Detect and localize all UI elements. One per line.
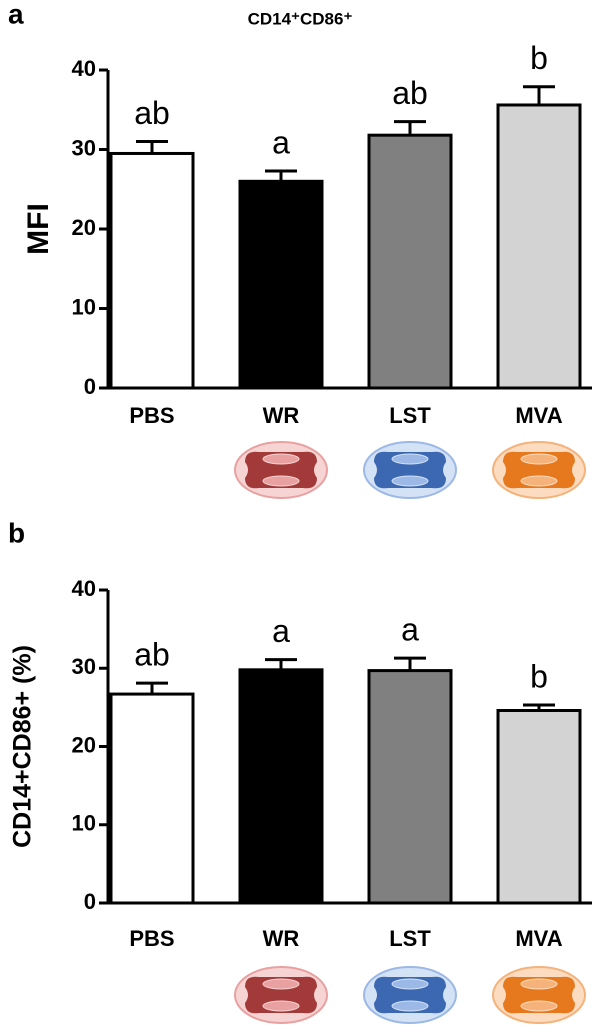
bar [109, 692, 195, 905]
x-tick-label: PBS [129, 403, 174, 428]
y-tick-label: 20 [72, 215, 96, 240]
icon-body [520, 978, 558, 990]
x-tick-label: LST [389, 403, 431, 428]
y-axis-label: MFI [22, 203, 55, 255]
significance-letter: a [272, 124, 290, 160]
x-tick-label: MVA [515, 403, 562, 428]
bar [238, 668, 324, 905]
y-tick-label: 10 [72, 294, 96, 319]
x-tick-label: LST [389, 926, 431, 951]
chart-title: CD14⁺CD86⁺ [248, 9, 353, 28]
bar [367, 669, 453, 905]
bar [367, 133, 453, 390]
significance-letter: ab [134, 637, 170, 673]
icon-core [503, 976, 575, 1014]
y-tick-label: 30 [72, 135, 96, 160]
icon-body [262, 475, 300, 487]
icon-body [520, 1000, 558, 1012]
icon-body [391, 475, 429, 487]
icon-body [391, 978, 429, 990]
significance-letter: ab [134, 95, 170, 131]
icon-body [262, 978, 300, 990]
x-tick-label: WR [263, 926, 300, 951]
significance-letter: a [272, 613, 290, 649]
icon-body [262, 453, 300, 465]
y-axis-label: CD14+CD86+ (%) [9, 645, 37, 848]
icon-body [391, 453, 429, 465]
significance-letter: a [401, 612, 419, 648]
icon-core [245, 451, 317, 489]
x-tick-label: MVA [515, 926, 562, 951]
icon-core [503, 451, 575, 489]
panel-label: a [8, 0, 24, 29]
panel-label: b [8, 517, 25, 548]
icon-core [374, 451, 446, 489]
virus-icon [234, 966, 328, 1024]
y-tick-label: 0 [84, 889, 96, 914]
significance-letter: ab [392, 75, 428, 111]
y-tick-label: 10 [72, 811, 96, 836]
icon-body [520, 475, 558, 487]
icon-core [245, 976, 317, 1014]
bar [496, 709, 582, 905]
y-tick-label: 20 [72, 732, 96, 757]
bar [238, 179, 324, 390]
icon-body [391, 1000, 429, 1012]
y-tick-label: 40 [72, 56, 96, 81]
bar [496, 103, 582, 390]
y-tick-label: 0 [84, 374, 96, 399]
icon-body [520, 453, 558, 465]
virus-icon [492, 966, 586, 1024]
significance-letter: b [530, 40, 548, 76]
significance-letter: b [530, 658, 548, 694]
y-tick-label: 40 [72, 576, 96, 601]
virus-icon [492, 441, 586, 499]
x-tick-label: PBS [129, 926, 174, 951]
bar [109, 151, 195, 390]
virus-icon [234, 441, 328, 499]
x-tick-label: WR [263, 403, 300, 428]
virus-icon [363, 966, 457, 1024]
y-tick-label: 30 [72, 654, 96, 679]
icon-core [374, 976, 446, 1014]
virus-icon [363, 441, 457, 499]
icon-body [262, 1000, 300, 1012]
